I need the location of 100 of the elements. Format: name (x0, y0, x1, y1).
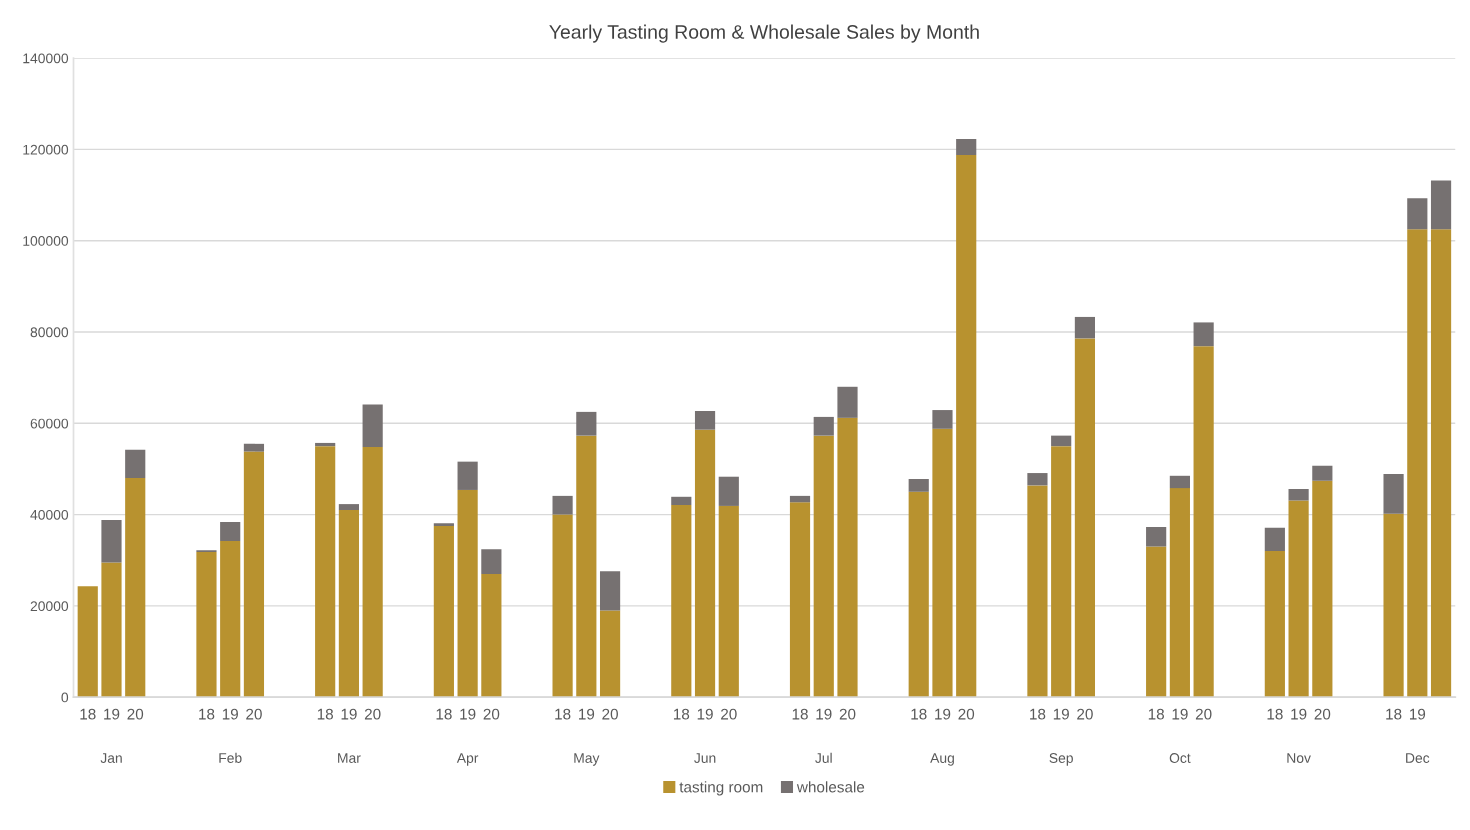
x-tick-label: 18 (911, 708, 927, 720)
bar (362, 447, 383, 698)
x-tick-label: 18 (1148, 708, 1164, 720)
bar (956, 138, 977, 155)
bar (481, 549, 502, 574)
x-tick-label: 19 (1053, 708, 1069, 720)
text: Apr (456, 753, 479, 766)
bar (932, 428, 953, 698)
bar (837, 386, 858, 418)
bar (1146, 546, 1167, 698)
bar (220, 521, 241, 542)
bar (599, 610, 621, 698)
bar (576, 435, 597, 698)
x-tick-label: 19 (579, 708, 595, 720)
bar (813, 416, 834, 436)
bar (1288, 489, 1309, 501)
bar (125, 449, 146, 479)
bar (1193, 322, 1214, 347)
bar (1288, 500, 1309, 698)
text: May (574, 753, 600, 766)
x-tick-label: 20 (1314, 708, 1331, 720)
x-tick-label: 20 (958, 708, 975, 720)
bar (315, 446, 336, 698)
bar (718, 505, 739, 698)
bar (1312, 480, 1333, 698)
x-tick-label: 18 (80, 708, 96, 720)
bar (1074, 316, 1096, 339)
bar (694, 429, 716, 698)
legend-label: wholesale (796, 781, 865, 793)
bar (837, 417, 858, 698)
bar (576, 411, 597, 436)
bar (77, 586, 98, 698)
x-tick-label: 18 (555, 708, 571, 720)
bar (1051, 435, 1072, 447)
y-tick-label: 140000 (23, 53, 69, 64)
text: Dec (1406, 753, 1430, 763)
text: Sep (1049, 753, 1073, 766)
y-tick-label: 100000 (23, 236, 69, 246)
text: Mar (338, 753, 361, 763)
bar (338, 510, 359, 698)
text: Nov (1287, 753, 1311, 763)
x-tick-label: 18 (436, 708, 452, 720)
bar (789, 495, 811, 503)
x-tick-label: 18 (1267, 708, 1283, 720)
x-tick-label: 20 (839, 708, 856, 720)
bar (1074, 338, 1096, 698)
bar (932, 410, 953, 429)
y-tick-label: 120000 (23, 144, 69, 155)
bar (457, 461, 478, 490)
x-tick-label: 19 (935, 708, 951, 720)
x-tick-label: 20 (246, 708, 262, 720)
bar (789, 502, 811, 698)
x-tick-label: 19 (1409, 708, 1426, 720)
x-tick-label: 18 (317, 708, 333, 720)
x-tick-label: 18 (1386, 708, 1402, 720)
x-tick-label: 20 (1195, 708, 1212, 720)
x-tick-label: 19 (697, 708, 713, 720)
x-tick-label: 19 (1172, 708, 1188, 720)
bar (101, 520, 122, 563)
bar (813, 435, 834, 698)
text: Feb (219, 752, 242, 763)
y-tick-label: 80000 (30, 327, 69, 338)
x-tick-label: 20 (1077, 708, 1093, 720)
x-tick-label: 20 (483, 708, 500, 720)
bar (101, 562, 122, 698)
bar (1407, 198, 1428, 230)
x-tick-label: 19 (222, 708, 238, 720)
bar (362, 404, 383, 448)
bar (718, 476, 739, 506)
text: Aug (930, 753, 954, 766)
x-tick-label: 20 (721, 708, 737, 720)
x-tick-label: 20 (602, 708, 618, 720)
bar (1383, 513, 1404, 698)
bar (433, 523, 454, 527)
x-tick-label: 18 (199, 708, 215, 720)
bar (315, 442, 336, 447)
bar (1264, 527, 1285, 552)
text: Jan (100, 753, 122, 763)
bar (1146, 526, 1167, 547)
x-tick-label: 20 (127, 708, 144, 720)
x-tick-label: 19 (816, 708, 832, 720)
x-tick-label: 19 (460, 708, 476, 720)
bar (1264, 551, 1285, 698)
bar (481, 573, 502, 698)
text: Jul (815, 752, 832, 763)
y-tick-label: 0 (61, 692, 69, 703)
text: Jun (694, 753, 716, 763)
chart-title: Yearly Tasting Room & Wholesale Sales by Month (549, 24, 979, 43)
x-tick-label: 19 (341, 708, 357, 720)
bar (243, 443, 265, 452)
bar (599, 571, 621, 611)
x-tick-label: 20 (364, 708, 381, 720)
bar (1027, 485, 1048, 698)
bar (196, 552, 217, 698)
text: Oct (1169, 753, 1191, 763)
bar (552, 514, 573, 698)
y-tick-label: 60000 (30, 418, 69, 429)
bar (671, 505, 692, 698)
bar (908, 491, 929, 698)
x-tick-label: 18 (1030, 708, 1046, 720)
